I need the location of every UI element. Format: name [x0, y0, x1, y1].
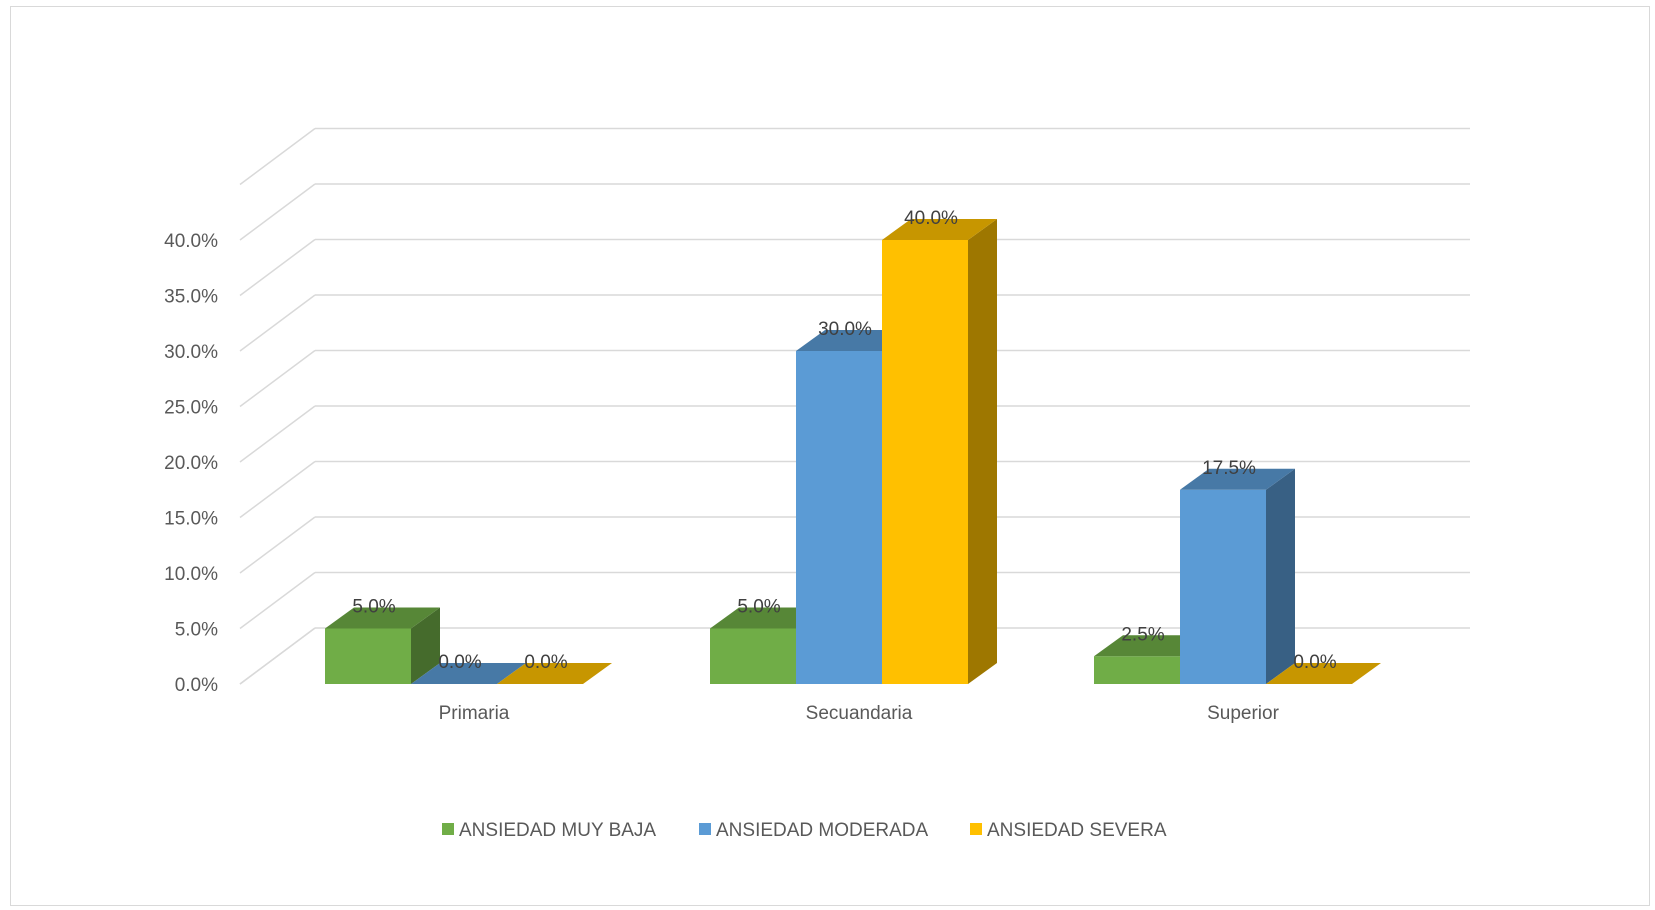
chart-frame: [10, 6, 1650, 906]
y-tick-label: 30.0%: [164, 342, 218, 363]
y-tick-label: 40.0%: [164, 231, 218, 252]
y-tick-label: 25.0%: [164, 398, 218, 419]
bars: [325, 219, 1381, 684]
bar-front: [1180, 489, 1266, 684]
data-label: 0.0%: [1293, 652, 1336, 673]
bar: [1180, 468, 1295, 684]
data-label: 5.0%: [352, 597, 395, 618]
y-tick-label: 10.0%: [164, 564, 218, 585]
gridline-diagonal: [239, 460, 316, 519]
bar-front: [710, 628, 796, 684]
y-tick-label: 15.0%: [164, 509, 218, 530]
bar-top: [882, 219, 997, 240]
legend-label: ANSIEDAD SEVERA: [987, 820, 1167, 841]
y-axis-ticks: 0.0% 5.0% 10.0% 15.0% 20.0% 25.0% 30.0% 35.0% 40…: [164, 231, 218, 696]
bar-front: [1094, 656, 1180, 684]
gridline-diagonal: [239, 127, 316, 186]
legend: ANSIEDAD MUY BAJA ANSIEDAD MODERADA ANSIED…: [442, 820, 1167, 841]
bar-top: [411, 663, 526, 684]
gridline-diagonal: [239, 183, 316, 241]
bar-top: [325, 607, 440, 629]
bar-side: [1266, 468, 1295, 684]
gridline-diagonal: [239, 349, 316, 408]
category-labels: Primaria Secuandaria Superior: [439, 703, 1280, 724]
data-label: 5.0%: [737, 597, 780, 618]
data-label: 0.0%: [524, 652, 567, 673]
bar-top: [497, 663, 612, 684]
bar-top: [1266, 663, 1381, 684]
gridline-diagonal: [239, 571, 316, 630]
y-tick-label: 20.0%: [164, 453, 218, 474]
bar-top: [1180, 468, 1295, 490]
gridline-diagonal: [239, 405, 316, 463]
legend-label: ANSIEDAD MUY BAJA: [459, 820, 656, 841]
bar-front: [882, 240, 968, 684]
bar-front: [796, 351, 882, 684]
bar: [325, 607, 440, 684]
bar-front: [325, 628, 411, 684]
y-tick-label: 5.0%: [175, 620, 218, 641]
gridline-diagonal: [239, 294, 316, 352]
legend-label: ANSIEDAD MODERADA: [716, 820, 929, 841]
bar-side: [968, 219, 997, 684]
bar: [411, 663, 526, 684]
data-label: 2.5%: [1121, 624, 1164, 645]
data-labels: 5.0% 0.0% 0.0% 5.0% 30.0% 40.0% 2.5% 17.5% 0.0%: [352, 208, 1336, 673]
category-label: Superior: [1207, 703, 1279, 724]
category-label: Secuandaria: [806, 703, 913, 724]
data-label: 40.0%: [904, 208, 958, 229]
gridline-diagonal: [239, 627, 316, 685]
data-label: 0.0%: [438, 652, 481, 673]
bar: [497, 663, 612, 684]
data-label: 30.0%: [818, 319, 872, 340]
bar: [1266, 663, 1381, 684]
gridline-diagonal: [239, 516, 316, 574]
y-tick-label: 35.0%: [164, 287, 218, 308]
bar-side: [411, 607, 440, 684]
gridline-diagonal: [239, 238, 316, 297]
y-tick-label: 0.0%: [175, 675, 218, 696]
bar: [882, 219, 997, 684]
data-label: 17.5%: [1202, 458, 1256, 479]
legend-swatch: [970, 823, 982, 835]
legend-swatch: [699, 823, 711, 835]
category-label: Primaria: [439, 703, 510, 724]
legend-swatch: [442, 823, 454, 835]
